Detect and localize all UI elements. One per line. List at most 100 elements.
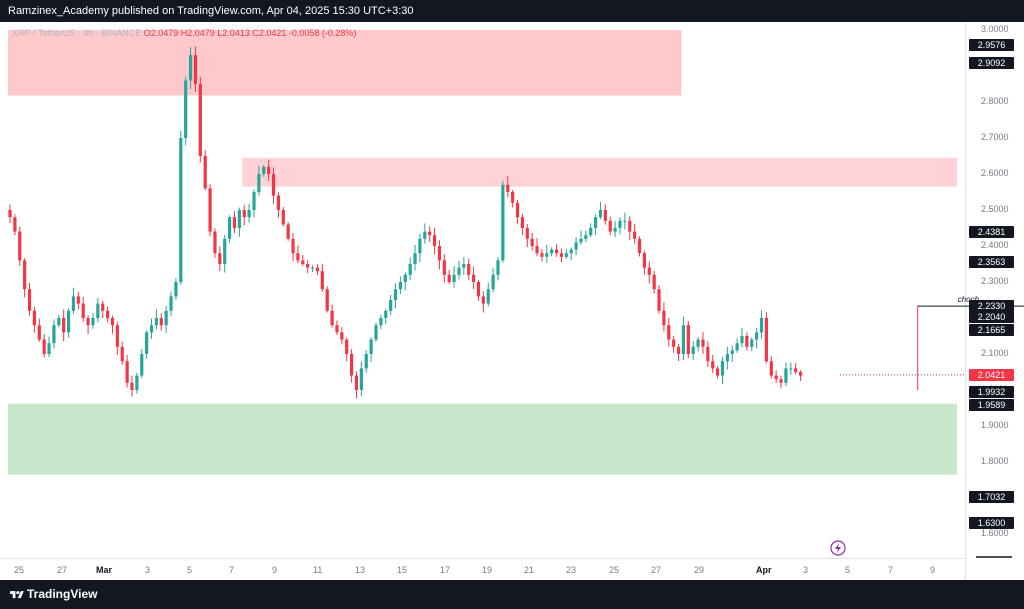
candle-body [115, 325, 119, 347]
candle-body [164, 310, 168, 326]
price-label-badge: 2.4381 [969, 226, 1014, 239]
time-tick-label: 3 [803, 565, 809, 575]
candle-body [554, 249, 559, 254]
candle-body [467, 264, 471, 275]
candle-body [745, 336, 749, 347]
candle-body [149, 325, 154, 333]
candle-body [667, 325, 671, 340]
candle-body [750, 339, 754, 347]
candle-body [23, 260, 27, 290]
time-tick-label: 29 [694, 565, 705, 575]
candle-body [696, 339, 700, 347]
candle-body [691, 346, 695, 354]
candle-body [296, 253, 300, 261]
candle-body [271, 174, 276, 196]
candle-body [364, 354, 368, 369]
price-tick-label: 1.6000 [981, 528, 1009, 538]
candle-body [403, 274, 407, 282]
candle-body [169, 296, 173, 311]
candle-body [130, 382, 134, 390]
candle-body [637, 238, 642, 254]
candle-body [716, 368, 720, 376]
price-label-badge: 1.6300 [969, 517, 1014, 530]
time-tick-label: 23 [566, 565, 577, 575]
candle-body [232, 217, 237, 228]
lightning-icon [830, 540, 846, 556]
price-label-badge: 2.3563 [969, 255, 1014, 268]
candle-body [354, 375, 359, 390]
candle-body [462, 264, 466, 268]
candle-body [423, 231, 427, 239]
price-label-badge: 2.2040 [969, 310, 1014, 323]
candle-body [198, 84, 202, 156]
candle-body [110, 318, 115, 326]
time-tick-label: 5 [845, 565, 851, 575]
candle-body [188, 55, 193, 81]
candle-body [306, 264, 310, 268]
price-label-badge: 2.2330 [969, 300, 1014, 313]
candle-body [574, 242, 578, 250]
candle-body [515, 202, 520, 218]
candle-body [91, 318, 95, 326]
candle-body [384, 310, 388, 318]
candle-body [725, 354, 729, 362]
candle-body [559, 253, 564, 257]
candle-body [681, 325, 686, 354]
candle-body [647, 267, 651, 275]
candle-body [179, 138, 183, 282]
tradingview-logo-icon [10, 591, 24, 599]
candle-body [71, 296, 76, 311]
time-tick-label: 11 [313, 565, 323, 575]
price-tick-label: 3.0000 [981, 24, 1009, 34]
candle-body [301, 260, 305, 264]
price-tick-label: 2.1000 [981, 348, 1009, 358]
candle-body [62, 318, 66, 333]
candle-body [608, 220, 612, 232]
legend-symbol: XRP / TetherUS · 4h · BINANCE [12, 28, 142, 38]
publish-header: Ramzinex_Academy published on TradingVie… [0, 0, 1024, 22]
candle-body [711, 361, 715, 369]
candle-body [642, 253, 646, 268]
candle-body [594, 217, 598, 228]
candle-body [291, 238, 295, 254]
price-tick-label: 2.5000 [981, 204, 1009, 214]
time-tick-label: Mar [96, 565, 113, 575]
time-tick-label: 15 [397, 565, 408, 575]
candle-body [101, 303, 105, 311]
candle-body [159, 318, 163, 326]
price-tick-label: 2.4000 [981, 240, 1009, 250]
candle-body [57, 318, 61, 326]
time-axis[interactable] [0, 558, 965, 581]
demand-zone [8, 403, 957, 475]
candle-body [564, 253, 568, 257]
candle-body [379, 318, 383, 326]
price-tick-label: 1.9000 [981, 420, 1009, 430]
candle-body [447, 274, 451, 282]
candle-body [706, 346, 710, 362]
candle-body [213, 231, 217, 254]
candle-body [359, 368, 363, 390]
candle-body [228, 217, 232, 239]
price-label-badge: 1.9589 [969, 398, 1014, 411]
candle-body [374, 325, 378, 340]
candle-body [525, 228, 529, 239]
price-label-badge: 2.0421 [969, 368, 1014, 381]
candle-body [276, 195, 280, 210]
candle-body [774, 375, 778, 380]
candle-body [481, 296, 485, 304]
candle-body [47, 343, 51, 354]
price-tick-label: 2.3000 [981, 276, 1009, 286]
candle-body [193, 55, 198, 84]
candle-body [140, 354, 144, 376]
time-tick-label: 27 [57, 565, 68, 575]
candle-body [389, 300, 393, 311]
price-tick-label: 1.8000 [981, 456, 1009, 466]
candle-body [320, 271, 324, 290]
candle-body [623, 220, 627, 222]
time-tick-label: 5 [187, 565, 193, 575]
candle-body [257, 174, 261, 192]
candle-body [247, 210, 251, 218]
candle-body [413, 253, 417, 264]
candle-body [52, 325, 56, 344]
supply-zone-top [8, 30, 682, 96]
